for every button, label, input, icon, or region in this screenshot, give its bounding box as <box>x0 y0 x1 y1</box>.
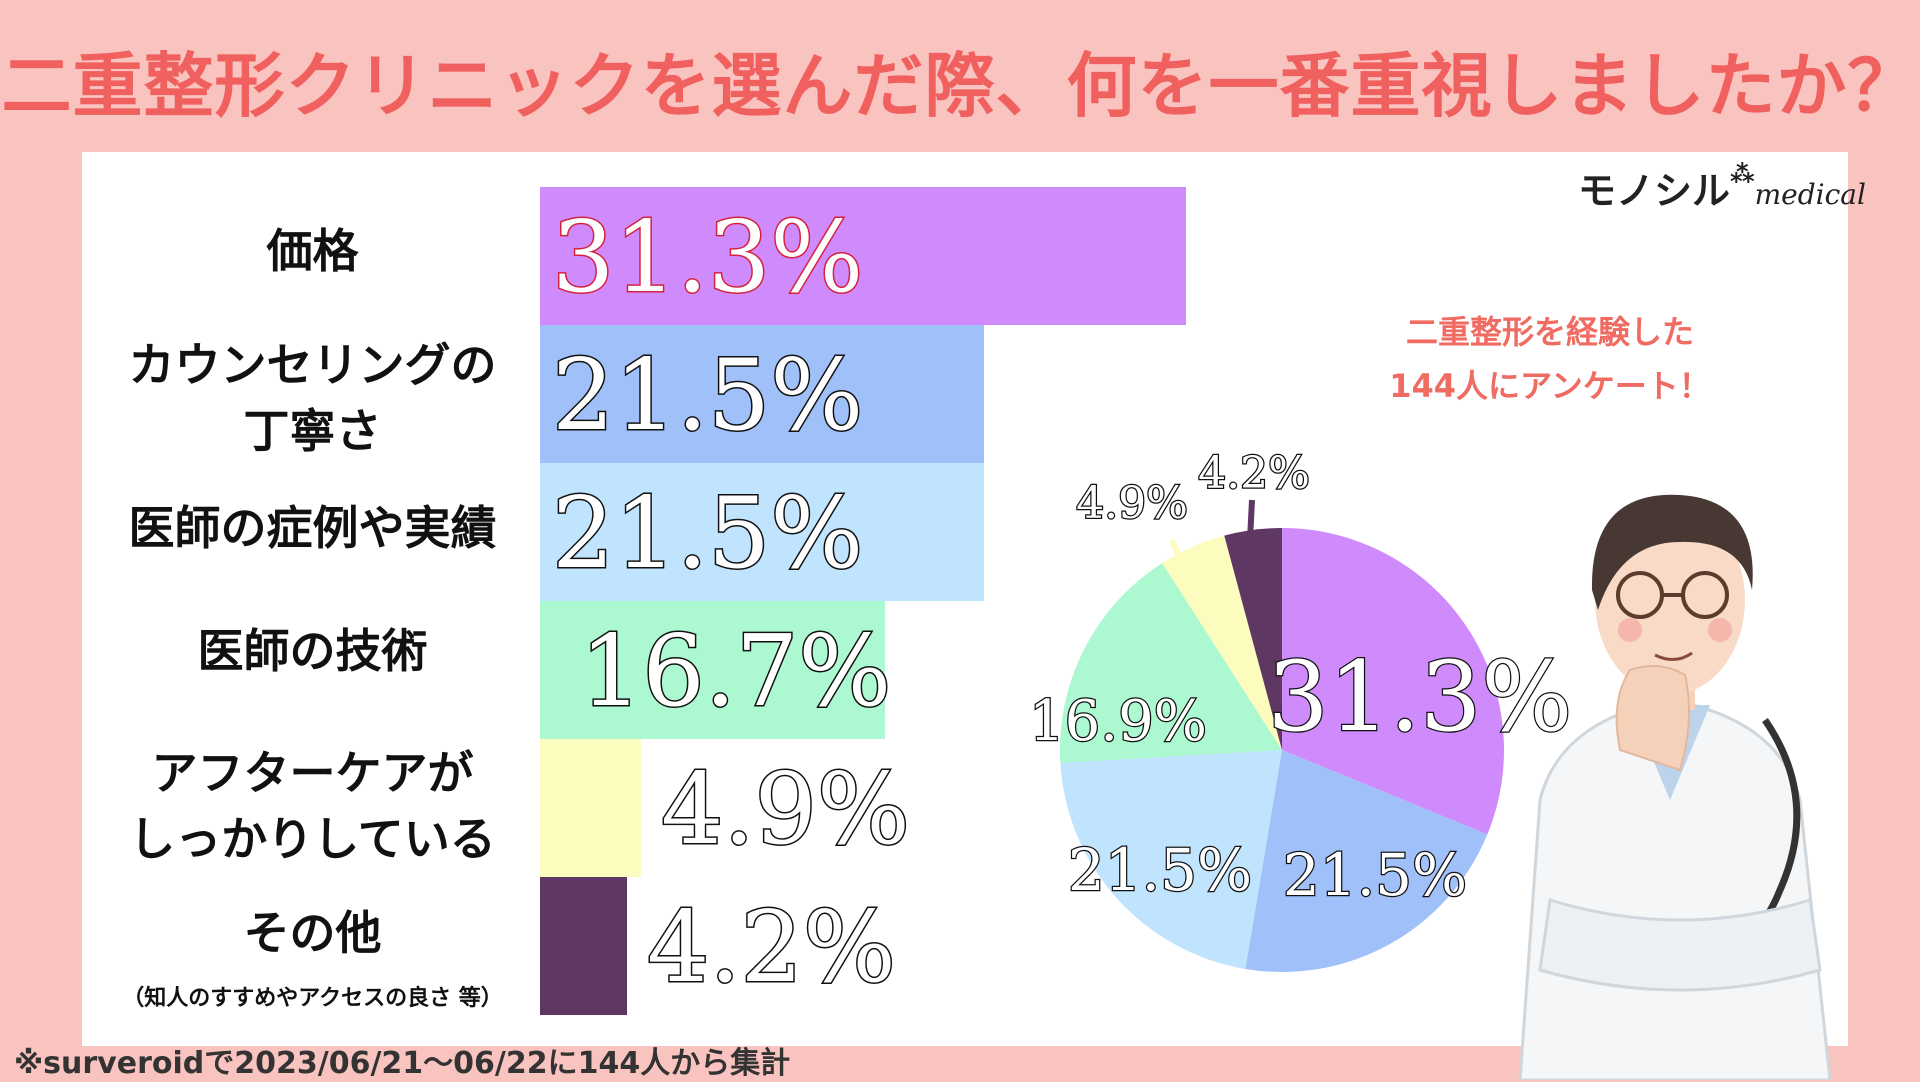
category-label-line1: その他 <box>243 906 382 960</box>
callout-line2: 144人にアンケート！ <box>1389 367 1711 405</box>
pie-value-label-5: 4.2% <box>1198 448 1310 499</box>
category-label-counseling: カウンセリングの 丁寧さ <box>100 332 525 464</box>
bar-4 <box>540 739 641 877</box>
pie-slice-5 <box>1224 528 1282 750</box>
bar-2 <box>540 463 984 601</box>
bar-value-label: 4.2% <box>646 891 898 1005</box>
category-label-line2: 丁寧さ <box>243 404 382 458</box>
bar-1 <box>540 325 984 463</box>
logo-sub: medical <box>1754 178 1866 211</box>
category-label-line2: しっかりしている <box>129 812 496 866</box>
bar-5 <box>540 877 627 1015</box>
pie-slice-0 <box>1282 528 1504 835</box>
pie-leader-line-5 <box>1247 499 1255 541</box>
category-label-sub: （知人のすすめやアクセスの良さ 等） <box>122 986 503 1011</box>
pie-slice-2 <box>1060 750 1282 969</box>
category-label-line1: 医師の技術 <box>197 624 428 678</box>
pie-slice-1 <box>1245 750 1488 972</box>
logo-main: モノシル <box>1578 169 1731 213</box>
pie-value-label-2: 21.5% <box>1068 836 1252 904</box>
bar-value-label: 21.5% <box>550 339 864 453</box>
callout-line1: 二重整形を経験した <box>1405 313 1694 351</box>
pie-slice-4 <box>1162 535 1282 750</box>
bar-value-label: 4.9% <box>660 753 912 867</box>
logo: モノシル⁂medical <box>1578 160 1866 215</box>
category-label-price: 価格 <box>100 218 525 284</box>
pie-slice-3 <box>1060 563 1282 763</box>
category-label-line1: 価格 <box>266 224 359 278</box>
pie-value-label-4: 4.9% <box>1076 478 1188 529</box>
category-label-line1: アフターケアが <box>151 746 474 800</box>
bar-value-label: 16.7% <box>578 615 892 729</box>
survey-callout: 二重整形を経験した 144人にアンケート！ <box>1360 305 1740 413</box>
category-label-line1: カウンセリングの <box>128 338 497 392</box>
pie-chart: 31.3% 21.5% 21.5% 16.9% 4.9%4.2% <box>1028 447 1574 972</box>
footnote: ※surveroidで2023/06/21～06/22に144人から集計 <box>14 1046 791 1081</box>
category-label-other: その他 （知人のすすめやアクセスの良さ 等） <box>100 900 525 1014</box>
logo-burst-icon: ⁂ <box>1730 160 1755 188</box>
category-label-aftercare: アフターケアが しっかりしている <box>100 740 525 872</box>
bar-value-label: 21.5% <box>550 477 864 591</box>
pie-leader-line-4 <box>1169 538 1195 590</box>
category-label-skill: 医師の技術 <box>100 618 525 684</box>
bar-0 <box>540 187 1186 325</box>
pie-value-label-1: 21.5% <box>1283 841 1467 909</box>
category-label-line1: 医師の症例や実績 <box>128 501 497 555</box>
pie-value-label-0: 31.3% <box>1268 641 1573 753</box>
bar-3 <box>540 601 885 739</box>
doctor-illustration-icon <box>1518 494 1832 1080</box>
page-title: 二重整形クリニックを選んだ際、何を一番重視しましたか？ <box>1 45 1919 127</box>
bar-value-label: 31.3% <box>550 201 864 315</box>
category-label-cases: 医師の症例や実績 <box>100 495 525 561</box>
pie-value-label-3: 16.9% <box>1029 689 1207 754</box>
